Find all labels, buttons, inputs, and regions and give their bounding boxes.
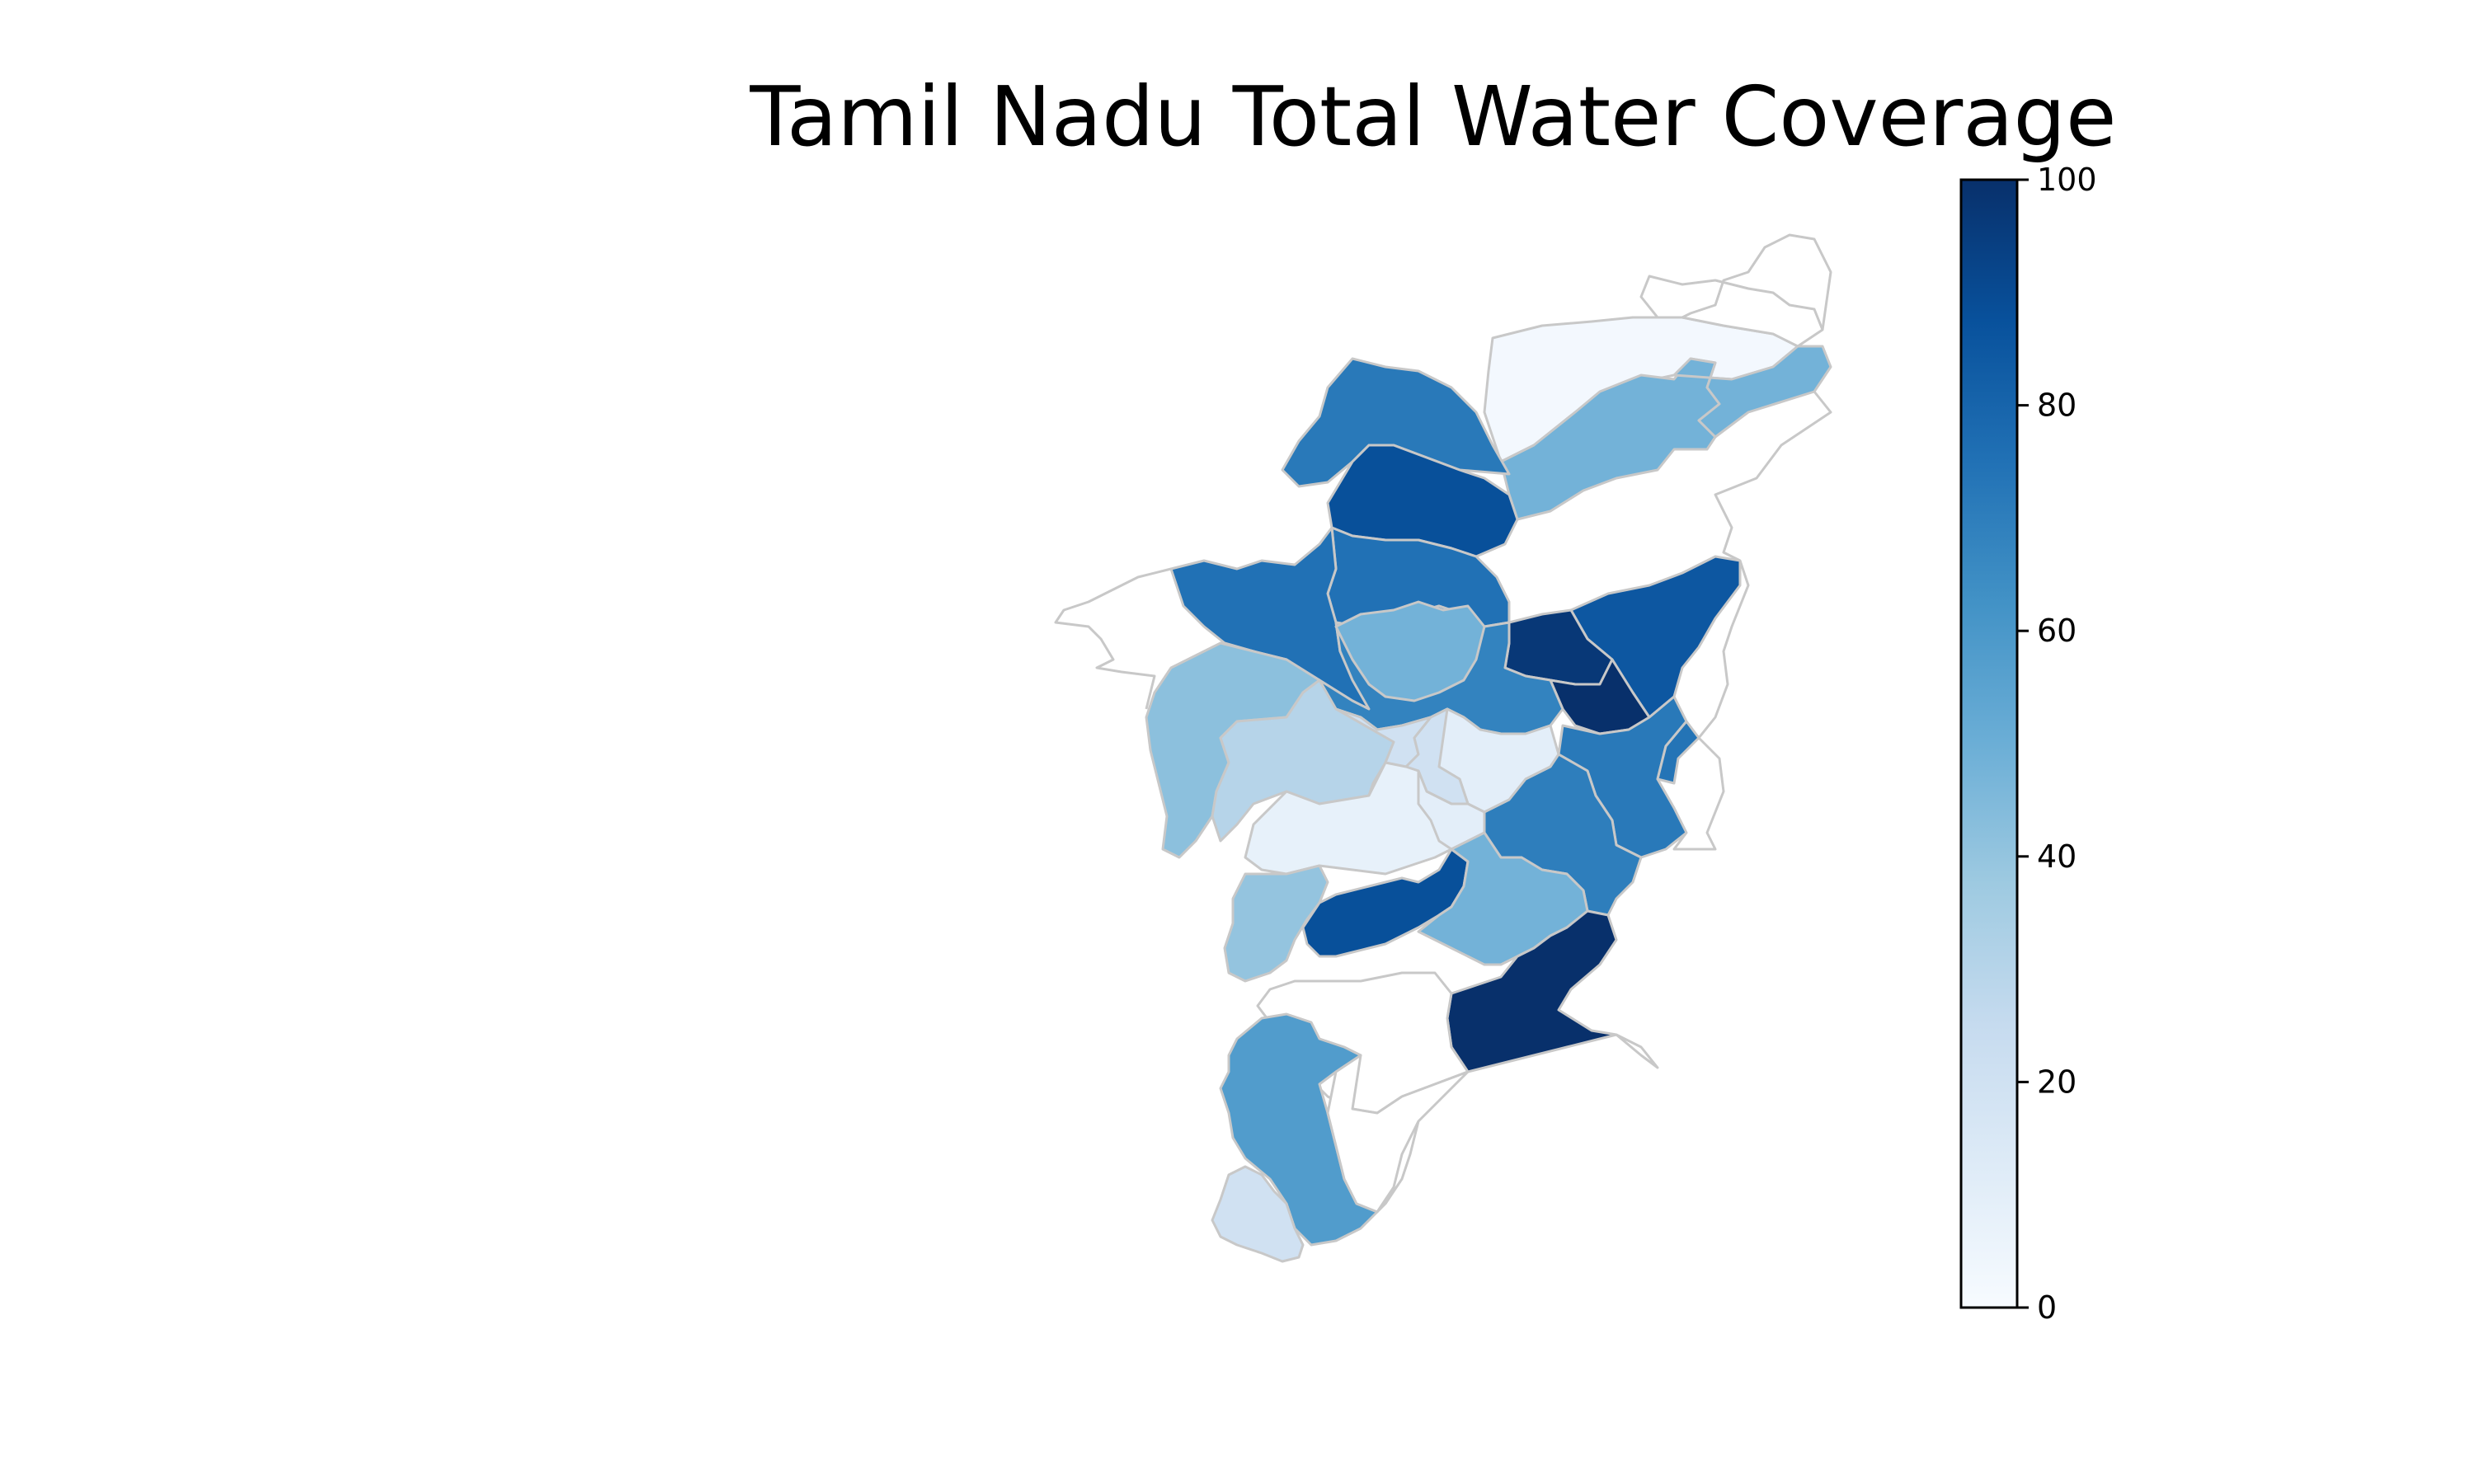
districts-layer [1145, 275, 1832, 1263]
map-title: Tamil Nadu Total Water Coverage [750, 68, 2117, 165]
district-r30 [1211, 1165, 1305, 1263]
colorbar-tick-label: 0 [2037, 1289, 2057, 1326]
colorbar-tick-label: 20 [2037, 1064, 2077, 1100]
colorbar-tick-label: 60 [2037, 613, 2077, 649]
coastline [1054, 233, 1832, 1213]
colorbar-ticks: 0 20 40 60 80 100 [2017, 162, 2097, 1326]
district-r04 [1639, 275, 1824, 348]
district-r31 [1326, 1054, 1470, 1214]
colorbar: 0 20 40 60 80 100 [1959, 162, 2097, 1326]
colorbar-gradient [1959, 178, 2019, 1309]
colorbar-tick-label: 80 [2037, 387, 2077, 424]
colorbar-tick-label: 40 [2037, 838, 2077, 875]
district-r14 [1334, 600, 1486, 702]
colorbar-tick-label: 100 [2037, 162, 2097, 198]
district-r24 [1223, 864, 1329, 983]
coastline-east [1672, 233, 1832, 851]
coastline-west [1054, 567, 1172, 710]
district-r27 [1446, 909, 1618, 1073]
district-r29 [1219, 1012, 1379, 1247]
district-r03 [1672, 345, 1832, 439]
district-r07 [1549, 658, 1651, 735]
coastline-south [1376, 1033, 1659, 1213]
